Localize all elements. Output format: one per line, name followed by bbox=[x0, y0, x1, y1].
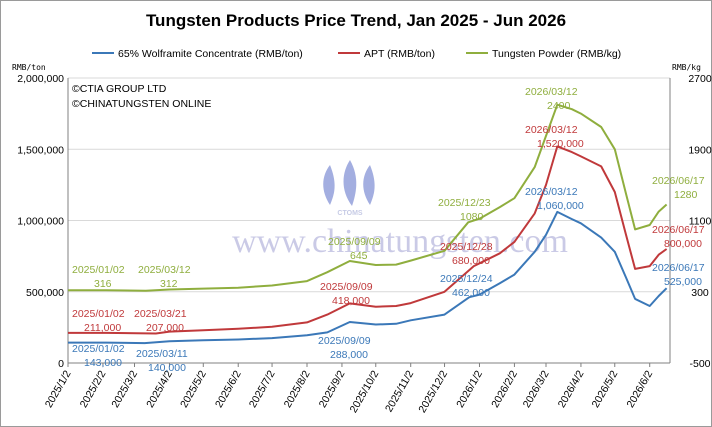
data-label: 143,000 bbox=[84, 357, 122, 369]
legend-label-apt: APT (RMB/ton) bbox=[364, 48, 435, 60]
data-label: 2025/01/02 bbox=[72, 343, 125, 355]
data-label: 211,000 bbox=[84, 322, 121, 334]
left-axis-unit: RMB/ton bbox=[12, 63, 46, 72]
series-lines bbox=[68, 103, 668, 345]
data-label: 1080 bbox=[460, 211, 484, 223]
legend-label-tungsten-powder: Tungsten Powder (RMB/kg) bbox=[492, 48, 621, 60]
data-label: 418,000 bbox=[332, 295, 370, 307]
axes bbox=[67, 78, 671, 364]
data-label: 2026/03/12 bbox=[525, 186, 578, 198]
watermark-logo: CTOMS bbox=[323, 160, 375, 217]
data-label: 800,000 bbox=[664, 238, 702, 250]
data-label: 2026/03/12 bbox=[525, 124, 578, 136]
data-label: 2025/12/24 bbox=[440, 273, 493, 285]
right-tick-label: -500 bbox=[689, 358, 710, 370]
data-label: 2025/01/02 bbox=[72, 264, 125, 276]
data-label: 525,000 bbox=[664, 276, 702, 288]
data-label: 680,000 bbox=[452, 255, 490, 267]
data-label: 2400 bbox=[547, 100, 571, 112]
watermark-logo-text: CTOMS bbox=[337, 210, 362, 217]
data-label: 2026/03/12 bbox=[525, 86, 578, 98]
copyright-line-1: ©CTIA GROUP LTD bbox=[72, 83, 167, 95]
data-label: 288,000 bbox=[330, 349, 368, 361]
apt-line bbox=[68, 145, 668, 335]
left-tick-label: 0 bbox=[58, 358, 64, 370]
data-label: 312 bbox=[160, 278, 178, 290]
legend: 65% Wolframite Concentrate (RMB/ton) APT… bbox=[92, 48, 621, 60]
right-axis-unit: RMB/kg bbox=[672, 63, 701, 72]
wolframite-line bbox=[68, 210, 668, 345]
tungsten-powder-line bbox=[68, 103, 668, 292]
left-tick-label: 500,000 bbox=[26, 287, 64, 299]
data-label: 2026/06/17 bbox=[652, 262, 705, 274]
left-tick-label: 1,500,000 bbox=[17, 144, 64, 156]
data-label: 207,000 bbox=[146, 322, 184, 334]
data-label: 140,000 bbox=[148, 362, 186, 374]
right-tick-label: 1900 bbox=[688, 144, 712, 156]
data-label: 1,520,000 bbox=[537, 138, 584, 150]
right-tick-label: 300 bbox=[691, 287, 709, 299]
data-label: 2025/09/09 bbox=[328, 236, 381, 248]
data-label: 2025/09/09 bbox=[318, 335, 371, 347]
data-label: 645 bbox=[350, 250, 368, 262]
data-label: 2025/12/28 bbox=[440, 241, 493, 253]
chart-title: Tungsten Products Price Trend, Jan 2025 … bbox=[146, 11, 566, 30]
gridlines bbox=[68, 77, 670, 293]
data-label: 2025/03/21 bbox=[134, 308, 187, 320]
data-label: 2025/03/11 bbox=[136, 348, 188, 360]
data-label: 2025/03/12 bbox=[138, 264, 191, 276]
data-label: 316 bbox=[94, 278, 112, 290]
legend-label-wolframite: 65% Wolframite Concentrate (RMB/ton) bbox=[118, 48, 303, 60]
left-tick-label: 2,000,000 bbox=[17, 73, 64, 85]
watermark-text: www.chinatungsten.com bbox=[232, 223, 568, 260]
data-label: 2026/06/17 bbox=[652, 175, 705, 187]
copyright-line-2: ©CHINATUNGSTEN ONLINE bbox=[72, 98, 211, 110]
data-label: 1,060,000 bbox=[537, 200, 584, 212]
data-label: 2026/06/17 bbox=[652, 224, 705, 236]
data-label: 1280 bbox=[674, 189, 698, 201]
left-tick-label: 1,000,000 bbox=[17, 216, 64, 228]
right-tick-label: 1100 bbox=[689, 216, 712, 228]
left-axis-ticks: 0 500,000 1,000,000 1,500,000 2,000,000 bbox=[17, 73, 64, 370]
right-tick-label: 2700 bbox=[688, 73, 712, 85]
data-label: 2025/09/09 bbox=[320, 281, 373, 293]
data-label: 462,000 bbox=[452, 287, 490, 299]
data-label: 2025/12/23 bbox=[438, 197, 491, 209]
data-labels: 2025/01/02 316 2025/03/12 312 2025/09/09 645 2… bbox=[72, 86, 705, 374]
right-axis-ticks: -500 300 1100 1900 2700 bbox=[688, 73, 712, 370]
data-label: 2025/01/02 bbox=[72, 308, 125, 320]
